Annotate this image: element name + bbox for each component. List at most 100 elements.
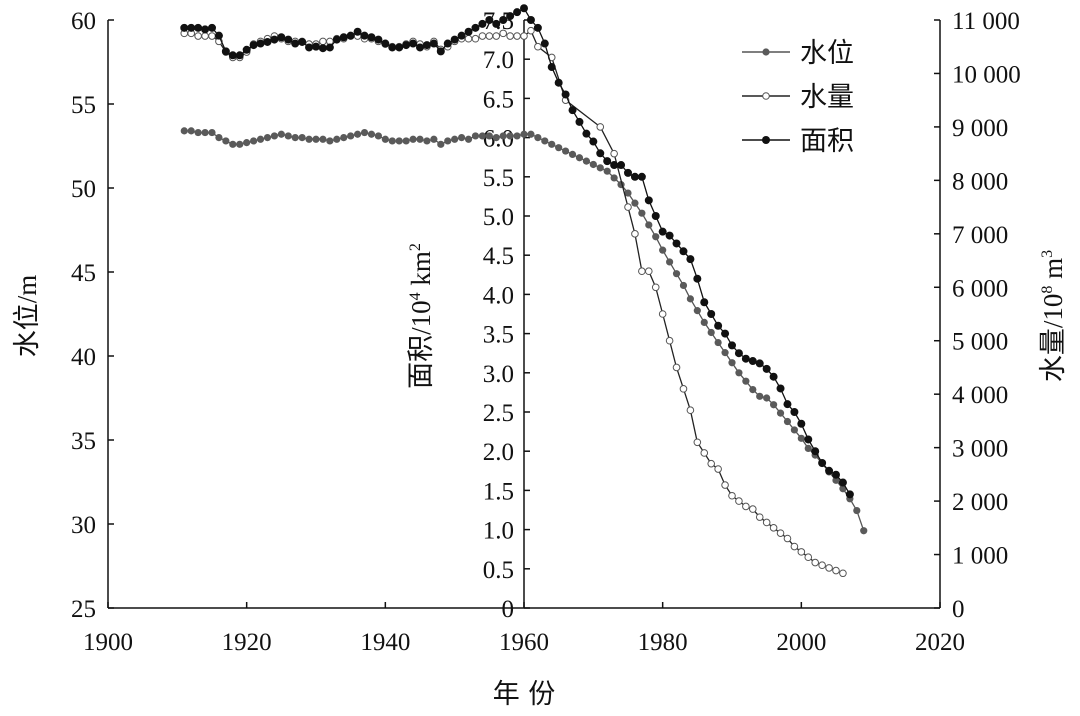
data-point [235, 51, 244, 60]
middle-tick-label: 7.0 [483, 47, 514, 74]
data-point [520, 130, 528, 138]
data-point [215, 134, 223, 142]
middle-tick-label: 4.5 [483, 243, 514, 270]
series-水位 [180, 127, 868, 535]
data-point [485, 32, 494, 40]
data-point [464, 34, 473, 43]
data-point [596, 164, 604, 172]
data-point [478, 132, 486, 140]
data-point [243, 139, 251, 147]
data-point [603, 157, 612, 166]
data-point [568, 106, 577, 115]
data-point [214, 31, 223, 40]
data-point [700, 318, 708, 326]
data-point [201, 32, 209, 40]
data-point [409, 135, 417, 143]
data-point [589, 160, 597, 169]
data-point [860, 527, 868, 535]
data-point [610, 149, 618, 158]
data-point [471, 23, 480, 32]
middle-axis-label: 面积/104 km2 [406, 243, 437, 389]
data-point [464, 135, 473, 143]
data-point [298, 37, 307, 46]
data-point [395, 137, 403, 145]
data-point [853, 506, 861, 515]
data-point [832, 470, 840, 479]
data-point [339, 33, 348, 42]
data-point [651, 212, 660, 220]
data-point [665, 336, 674, 345]
data-point [541, 137, 549, 145]
data-point [547, 63, 556, 72]
data-point [631, 230, 639, 238]
data-point [797, 434, 805, 442]
data-point [256, 39, 265, 48]
data-point [305, 43, 314, 52]
data-point [672, 363, 681, 372]
data-point [658, 310, 667, 318]
left-tick-label: 45 [71, 260, 96, 287]
data-point [651, 283, 660, 292]
data-point [229, 140, 237, 148]
data-point [520, 32, 528, 40]
data-point [818, 458, 827, 467]
data-point [659, 246, 667, 254]
data-point [249, 41, 258, 50]
data-point [700, 449, 709, 457]
data-point [672, 270, 681, 278]
data-point [340, 134, 348, 142]
data-point [277, 130, 285, 138]
left-tick-label: 40 [71, 344, 96, 371]
middle-tick-label: 1.5 [483, 478, 514, 505]
data-point [652, 233, 660, 241]
data-point [374, 132, 382, 140]
data-point [575, 154, 584, 162]
left-tick-label: 60 [71, 8, 96, 35]
data-point [298, 134, 306, 142]
data-point [499, 29, 508, 38]
data-point [318, 44, 327, 53]
data-point [437, 140, 445, 148]
data-point [443, 39, 452, 48]
data-point [735, 369, 743, 377]
data-point [832, 566, 840, 575]
right-tick-label: 2 000 [952, 489, 1008, 516]
data-point [686, 406, 695, 415]
data-point [360, 128, 369, 137]
data-point [838, 478, 847, 487]
data-point [783, 417, 792, 426]
data-point [402, 41, 411, 50]
data-point [728, 491, 736, 500]
data-point [693, 274, 702, 283]
data-point [707, 459, 716, 468]
data-point [367, 33, 376, 42]
legend-swatch-marker [762, 92, 770, 100]
data-point [742, 502, 750, 511]
middle-tick-label: 0 [502, 596, 515, 623]
left-tick-label: 35 [71, 428, 96, 455]
axes: 1900 1920 1940 1960 1980 2000 2020 25 30 35 40 45 50… [12, 8, 1069, 710]
data-point [256, 135, 265, 143]
legend-label: 水位 [800, 38, 854, 69]
data-point [561, 90, 570, 99]
data-point [693, 307, 701, 315]
data-point [499, 16, 508, 24]
data-point [221, 47, 230, 56]
data-point [825, 466, 834, 475]
legend-item: 水量 [742, 82, 854, 113]
data-point [762, 518, 771, 527]
middle-tick-label: 1.0 [483, 518, 514, 545]
data-point [665, 231, 674, 240]
data-point [749, 386, 757, 394]
data-point [381, 135, 389, 143]
data-point [562, 147, 570, 155]
data-point [263, 37, 272, 46]
data-point [534, 134, 542, 142]
left-axis-label: 水位/m [12, 275, 43, 358]
data-point [603, 167, 611, 175]
data-point [346, 31, 355, 40]
data-point [506, 32, 514, 40]
data-point [554, 78, 563, 87]
data-point [464, 27, 473, 36]
data-point [700, 298, 709, 307]
